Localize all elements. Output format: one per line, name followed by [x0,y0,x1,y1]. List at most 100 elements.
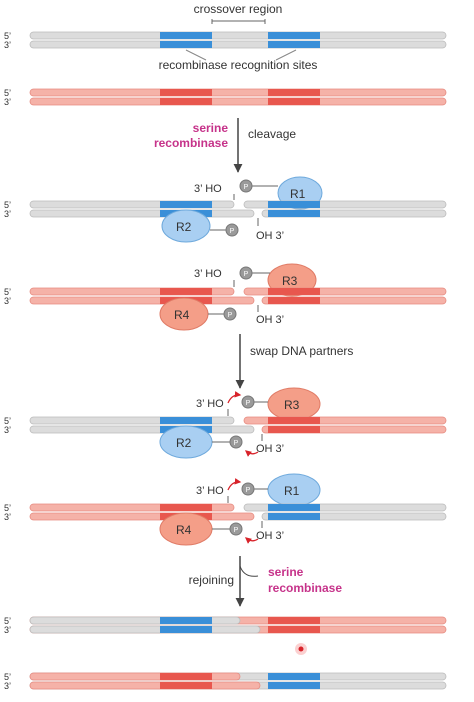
recognition-site [268,426,320,433]
phosphate-label: P [244,271,249,278]
recognition-site [160,98,212,105]
product-duplex-1: 5’ 3’ [4,616,447,635]
phosphate-label: P [234,527,239,534]
recognition-site [160,417,212,424]
crossover-region-label: crossover region [194,2,283,16]
recognition-site [268,417,320,424]
recombinase-label: recombinase [154,136,228,150]
recognition-site [160,89,212,96]
top-strand [29,31,447,40]
protein-r3-label: R3 [284,398,300,412]
swapped-duplex-1: 5’ 3’ R3 R2 3’ HO P P OH 3’ [4,387,447,459]
strand-3-label: 3’ [4,209,11,219]
phosphate-icon [241,395,255,409]
phosphate-icon [225,223,239,237]
recognition-site [268,32,320,39]
strand-5-label: 5’ [4,287,11,297]
strand-5-label: 5’ [4,616,11,626]
protein-r2-label: R2 [176,220,192,234]
duplex-2: 5’ 3’ [4,88,447,107]
phosphate-icon [223,307,237,321]
phosphate-label: P [244,184,249,191]
cleavage-label: cleavage [248,127,296,141]
oh-3-label: OH 3’ [256,230,284,242]
recognition-site [268,98,320,105]
phosphate-icon [229,435,243,449]
phosphate-icon [239,179,253,193]
serine-label-2: serine [268,565,304,579]
recognition-site [268,504,320,511]
rejoining-branch [239,565,259,577]
phosphate-label: P [246,400,251,407]
rotation-arrow [245,450,259,457]
recognition-site [160,288,212,295]
recognition-site [160,504,212,511]
strand-3-label: 3’ [4,296,11,306]
recombinase-label-2: recombinase [268,581,342,595]
recognition-site [268,89,320,96]
oh-3-label: OH 3’ [256,443,284,455]
bottom-strand-left [29,512,255,521]
swap-label: swap DNA partners [250,344,353,358]
phosphate-label: P [246,487,251,494]
strand-5-label: 5’ [4,88,11,98]
protein-r2 [161,209,211,243]
bottom-strand-left [29,209,255,218]
recognition-site [268,513,320,520]
protein-r4-label: R4 [176,523,192,537]
strand-5-label: 5’ [4,672,11,682]
protein-r1-label: R1 [290,187,306,201]
protein-r3-label: R3 [282,274,298,288]
recognition-site [268,617,320,624]
site-pointer-lines [185,49,297,61]
recognition-site [160,673,212,680]
rejoining-label: rejoining [189,573,234,587]
strand-3-label: 3’ [4,512,11,522]
serine-label: serine [193,121,229,135]
duplex-1: 5’ 3’ [4,31,447,50]
bottom-strand-left [29,296,255,305]
recognition-site [160,626,212,633]
bottom-strand-red-part [29,681,261,690]
ho-3-label: 3’ HO [196,398,224,410]
red-dot-marker [298,646,304,652]
ho-3-label: 3’ HO [194,183,222,195]
rotation-arrow [227,478,242,491]
cleaved-duplex-red: 5’ 3’ R3 R4 3’ HO P P OH 3’ [4,263,447,331]
strand-5-label: 5’ [4,416,11,426]
strand-3-label: 3’ [4,40,11,50]
ho-3-label: 3’ HO [194,268,222,280]
recognition-site [160,682,212,689]
recognition-site [160,32,212,39]
strand-5-label: 5’ [4,200,11,210]
top-strand [29,88,447,97]
recognition-site [268,682,320,689]
cleaved-duplex-grey: 5’ 3’ R1 R2 3’ HO P P OH 3’ [4,176,447,243]
bottom-strand-left [29,425,255,434]
recognition-sites-label: recombinase recognition sites [159,58,318,72]
phosphate-icon [239,266,253,280]
bottom-strand [29,40,447,49]
recognition-site [160,617,212,624]
recognition-site [268,626,320,633]
bottom-strand-grey-part [29,625,261,634]
recognition-site [268,297,320,304]
recognition-site [268,288,320,295]
rotation-arrow [227,391,242,404]
strand-3-label: 3’ [4,625,11,635]
recognition-site [268,41,320,48]
phosphate-label: P [234,440,239,447]
strand-5-label: 5’ [4,31,11,41]
phosphate-label: P [228,312,233,319]
recognition-site [160,201,212,208]
oh-3-label: OH 3’ [256,530,284,542]
protein-r1-label: R1 [284,484,300,498]
protein-r4-label: R4 [174,308,190,322]
phosphate-icon [241,482,255,496]
recognition-site [268,210,320,217]
recognition-site [268,673,320,680]
strand-5-label: 5’ [4,503,11,513]
strand-3-label: 3’ [4,681,11,691]
protein-r2-label: R2 [176,436,192,450]
